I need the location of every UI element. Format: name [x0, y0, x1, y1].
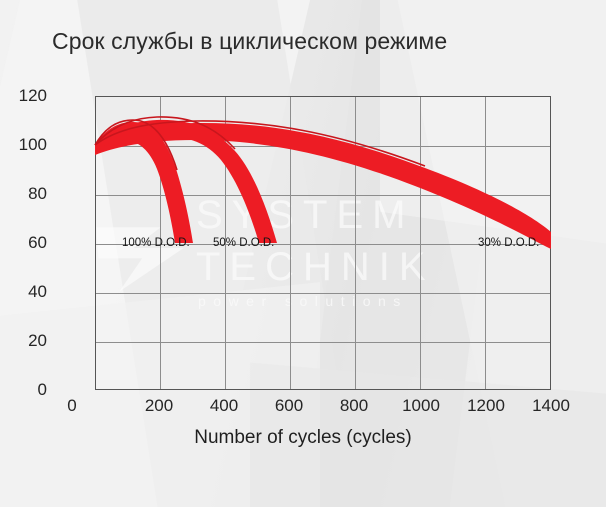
annotation-50-dod: 50% D.O.D.: [213, 237, 275, 249]
gridline-x-1000: [420, 97, 421, 389]
xtick-200: 200: [144, 396, 174, 415]
gridline-y-80: [96, 195, 550, 196]
xtick-400: 400: [209, 396, 239, 415]
xtick-800: 800: [339, 396, 369, 415]
ytick-60: 60: [28, 233, 47, 252]
curve-line-30-dod-upper: [94, 120, 426, 167]
xtick-0: 0: [67, 396, 77, 415]
x-axis-label: Number of cycles (cycles): [194, 427, 412, 448]
xtick-1000: 1000: [402, 396, 440, 415]
curve-line-50-dod-upper: [94, 116, 236, 150]
gridline-x-1200: [485, 97, 486, 389]
ytick-100: 100: [18, 135, 47, 154]
gridline-x-800: [355, 97, 356, 389]
ytick-40: 40: [28, 282, 47, 301]
ytick-0: 0: [37, 380, 47, 399]
ytick-120: 120: [18, 86, 47, 105]
gridline-y-20: [96, 342, 550, 343]
xtick-600: 600: [274, 396, 304, 415]
annotation-100-dod: 100% D.O.D.: [122, 237, 190, 249]
curve-layer: [94, 116, 551, 249]
gridline-x-600: [290, 97, 291, 389]
annotation-30-dod: 30% D.O.D.: [478, 237, 540, 249]
curve-band-100-dod: [95, 122, 193, 243]
xtick-1200: 1200: [467, 396, 505, 415]
chart-title: Срок службы в циклическом режиме: [52, 28, 448, 54]
xtick-1400: 1400: [532, 396, 570, 415]
ytick-20: 20: [28, 331, 47, 350]
gridline-x-400: [225, 97, 226, 389]
gridline-x-200: [160, 97, 161, 389]
gridline-y-40: [96, 293, 550, 294]
curve-band-50-dod: [95, 119, 277, 243]
ytick-80: 80: [28, 184, 47, 203]
gridline-y-60: [96, 244, 550, 245]
